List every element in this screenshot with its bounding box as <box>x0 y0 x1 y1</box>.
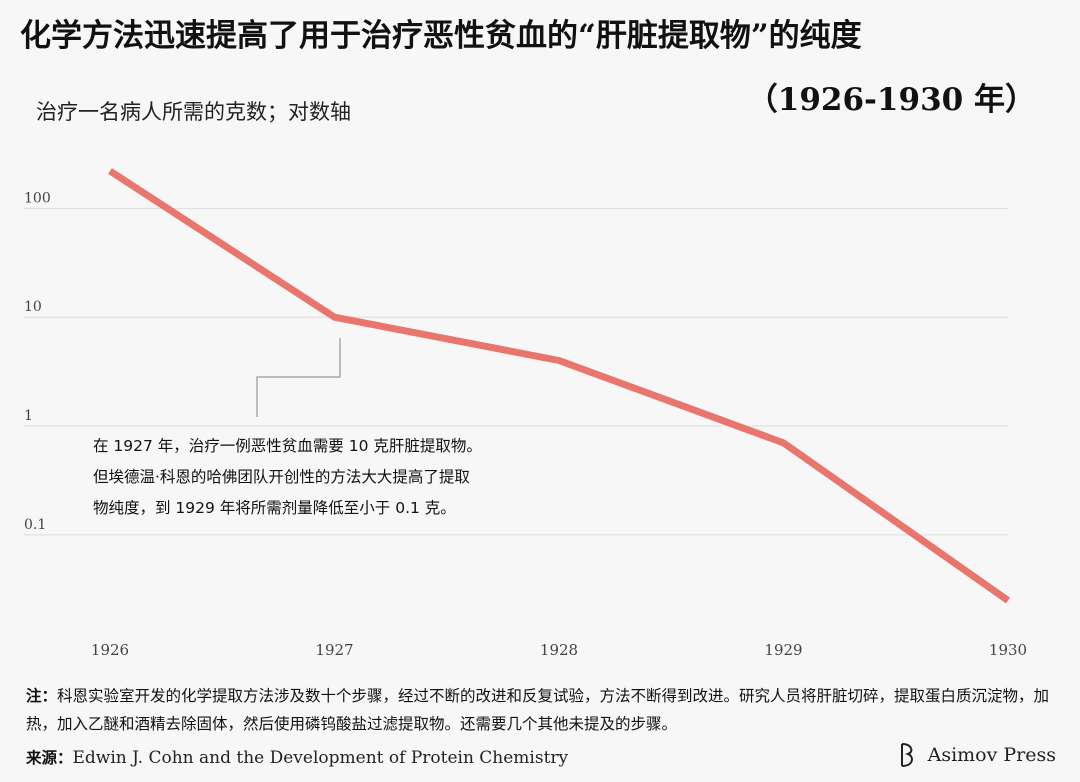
source-label: 来源： <box>26 749 73 767</box>
chart-title: 化学方法迅速提高了用于治疗恶性贫血的“肝脏提取物”的纯度 <box>20 18 862 54</box>
brand: Asimov Press <box>898 742 1056 768</box>
chart-title-years: （1926-1930 年） <box>746 82 1036 118</box>
y-tick-label: 100 <box>24 190 51 206</box>
grid-lines <box>24 207 1008 536</box>
x-axis-ticks: 1926 1927 1928 1929 1930 <box>91 641 1027 659</box>
note-label: 注： <box>26 687 58 705</box>
annotation-line-3: 物纯度，到 1929 年将所需剂量降低至小于 0.1 克。 <box>93 499 456 517</box>
y-tick-label: 0.1 <box>24 517 46 533</box>
x-tick-label: 1929 <box>764 641 802 659</box>
x-tick-label: 1926 <box>91 641 129 659</box>
chart-note: 注：科恩实验室开发的化学提取方法涉及数十个步骤，经过不断的改进和反复试验，方法不… <box>26 682 1056 738</box>
x-tick-label: 1927 <box>315 641 353 659</box>
annotation-line-1: 在 1927 年，治疗一例恶性贫血需要 10 克肝脏提取物。 <box>93 437 482 455</box>
annotation-text: 在 1927 年，治疗一例恶性贫血需要 10 克肝脏提取物。 但埃德温·科恩的哈… <box>93 431 533 524</box>
series-line <box>108 168 1011 604</box>
annotation-connector <box>256 338 341 417</box>
y-tick-label: 10 <box>24 299 42 315</box>
asimov-logo-icon <box>898 742 918 768</box>
x-tick-label: 1928 <box>540 641 578 659</box>
chart-subtitle: 治疗一名病人所需的克数；对数轴 <box>36 100 351 124</box>
source-text: Edwin J. Cohn and the Development of Pro… <box>72 748 569 768</box>
brand-name: Asimov Press <box>927 744 1056 766</box>
y-axis-ticks: 100 10 1 0.1 <box>24 190 51 533</box>
annotation-line-2: 但埃德温·科恩的哈佛团队开创性的方法大大提高了提取 <box>93 468 470 486</box>
note-text: 科恩实验室开发的化学提取方法涉及数十个步骤，经过不断的改进和反复试验，方法不断得… <box>26 687 1050 733</box>
x-tick-label: 1930 <box>989 641 1027 659</box>
y-tick-label: 1 <box>24 408 33 424</box>
chart-source: 来源：Edwin J. Cohn and the Development of … <box>26 746 568 768</box>
